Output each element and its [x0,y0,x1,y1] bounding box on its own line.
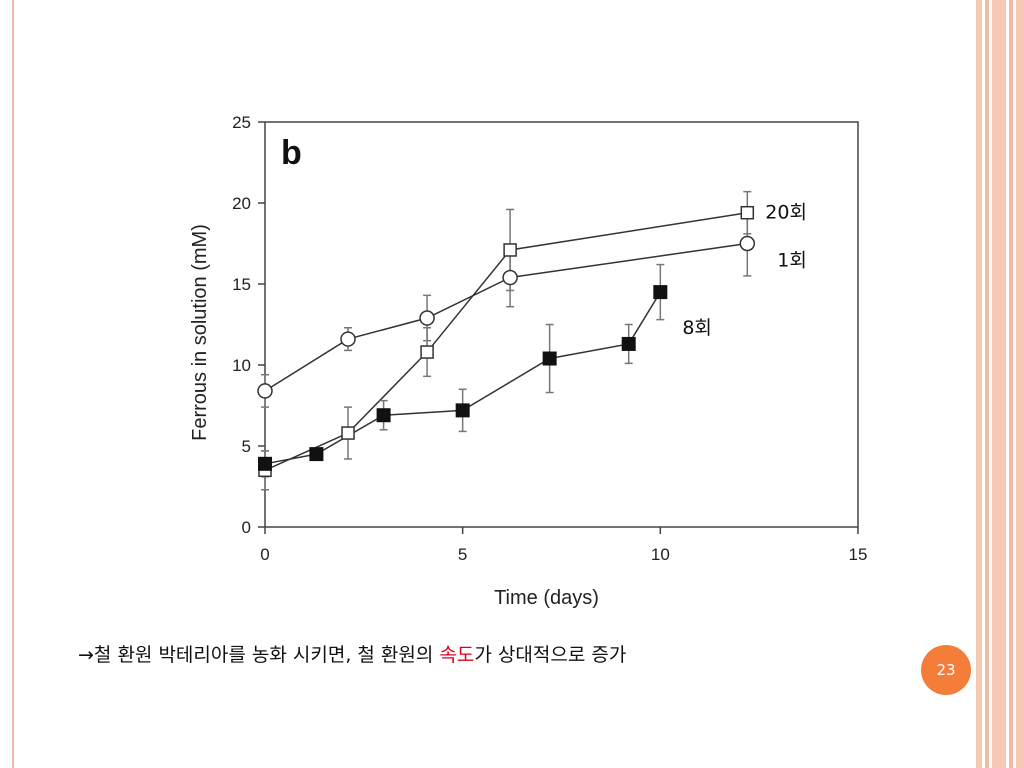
y-tick-label: 25 [232,113,251,132]
series-label: 1회 [777,250,807,272]
arrow-icon: → [78,644,94,666]
data-point [502,269,518,286]
x-tick-label: 5 [458,545,467,564]
data-point [341,426,355,440]
x-tick-label: 0 [260,545,269,564]
data-point [340,331,356,347]
panel-label: b [281,134,302,172]
data-point [653,285,668,300]
series-line [264,242,748,392]
data-point [258,456,272,471]
data-point [309,447,324,462]
data-point [419,310,435,326]
y-tick-label: 0 [242,518,251,537]
y-axis-label: Ferrous in solution (mM) [189,224,211,441]
y-tick-label: 10 [232,356,251,375]
series-line [264,291,661,465]
data-point [376,408,391,423]
y-tick-label: 5 [242,437,251,456]
x-tick-label: 15 [849,545,868,564]
data-point [740,205,755,220]
data-point [257,383,273,399]
caption-text-after: 가 상대적으로 증가 [474,644,627,666]
plot-frame [264,121,859,528]
ferrous-chart: 0 5 10 15 20 25 0 5 10 15 Time (days) Ferrous in so… [180,100,880,620]
data-point [739,235,756,252]
series-label: 20회 [765,202,807,224]
x-axis-label: Time (days) [494,587,599,609]
data-point [542,351,557,366]
y-tick-label: 20 [232,194,251,213]
series-label: 8회 [682,317,712,339]
right-decor-stripes [976,0,1024,768]
data-point [621,336,636,351]
x-tick-label: 10 [651,545,670,564]
y-tick-label: 15 [232,275,251,294]
data-point [455,403,470,418]
left-decor-rule [12,0,14,768]
caption-text-before: 철 환원 박테리아를 농화 시키면, 철 환원의 [93,644,440,666]
data-point [503,243,517,257]
slide-caption: →철 환원 박테리아를 농화 시키면, 철 환원의 속도가 상대적으로 증가 [78,640,626,667]
page-number-badge: 23 [921,645,971,695]
data-point [420,345,434,359]
caption-highlight: 속도 [439,644,475,666]
